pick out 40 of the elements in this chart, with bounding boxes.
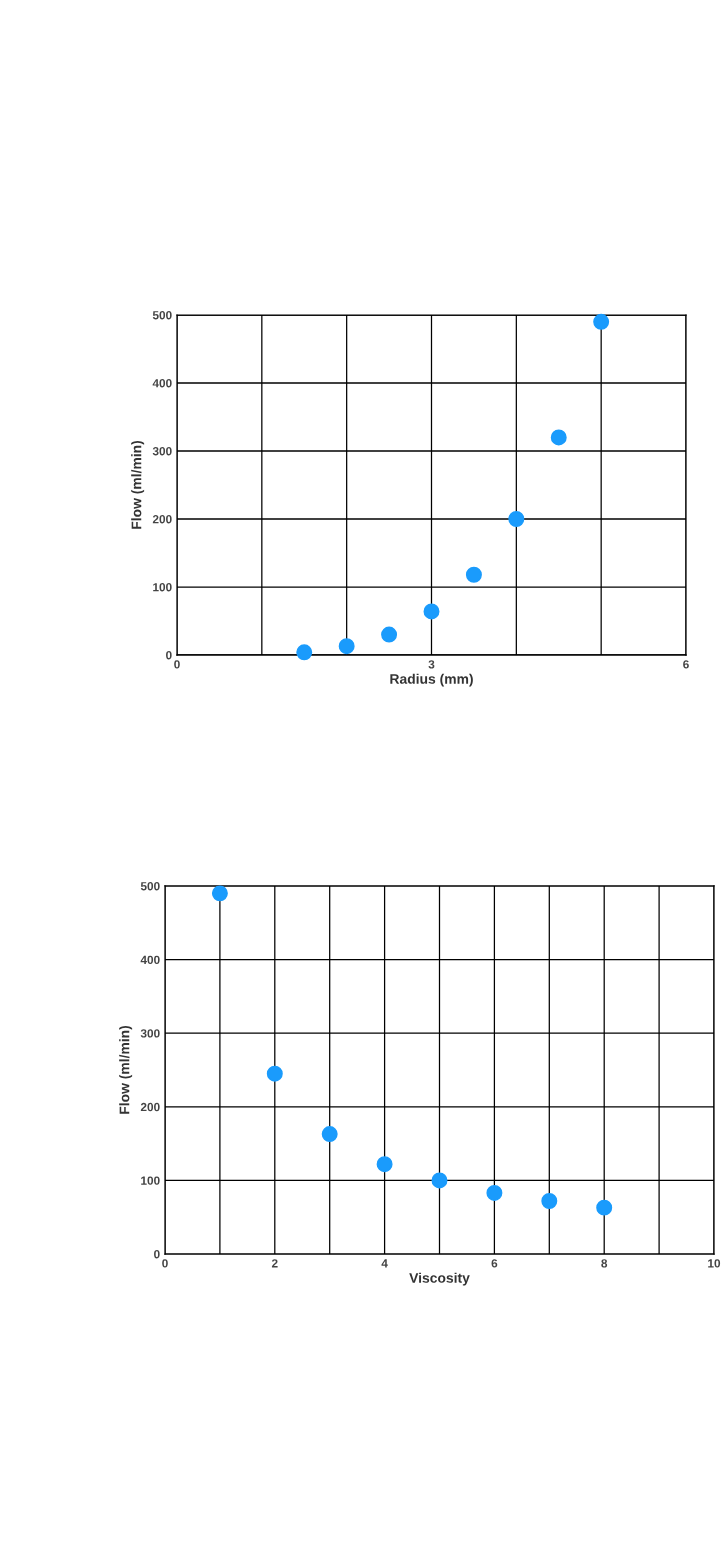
point [423, 603, 440, 620]
y-tick-label: 500 [152, 311, 172, 320]
x-tick-label: 2 [271, 1259, 278, 1268]
y-axis-title: Flow (ml/min) [131, 440, 145, 529]
x-tick-label: 0 [174, 660, 180, 669]
point [211, 885, 228, 902]
point [321, 1126, 338, 1143]
x-axis-title: Radius (mm) [390, 673, 473, 687]
point [376, 1156, 393, 1173]
x-tick-label: 6 [683, 660, 689, 669]
y-tick-label: 100 [141, 1176, 160, 1185]
x-tick-label: 8 [601, 1259, 608, 1268]
point [596, 1199, 613, 1216]
x-tick-label: 4 [381, 1259, 388, 1268]
point [508, 511, 525, 527]
point [381, 626, 398, 643]
x-axis-title: Viscosity [409, 1272, 470, 1286]
y-tick-label: 0 [154, 1250, 160, 1259]
point [338, 638, 355, 655]
x-tick-label: 10 [708, 1259, 721, 1268]
point [541, 1193, 558, 1209]
point [593, 313, 610, 330]
y-tick-label: 300 [152, 447, 172, 456]
point [550, 429, 567, 446]
y-tick-label: 200 [140, 1102, 160, 1112]
y-tick-label: 0 [166, 651, 172, 660]
point [465, 566, 482, 583]
y-tick-label: 200 [152, 515, 172, 524]
y-tick-label: 400 [140, 955, 160, 964]
y-tick-label: 100 [153, 583, 172, 592]
point [486, 1184, 503, 1201]
point [266, 1065, 283, 1082]
point [296, 644, 313, 661]
x-tick-label: 6 [491, 1259, 498, 1268]
y-tick-label: 500 [140, 882, 160, 891]
x-tick-label: 3 [428, 660, 435, 669]
y-tick-label: 300 [140, 1029, 160, 1038]
point [431, 1172, 448, 1189]
y-tick-label: 400 [152, 379, 172, 388]
y-axis-title: Flow (ml/min) [119, 1025, 133, 1114]
